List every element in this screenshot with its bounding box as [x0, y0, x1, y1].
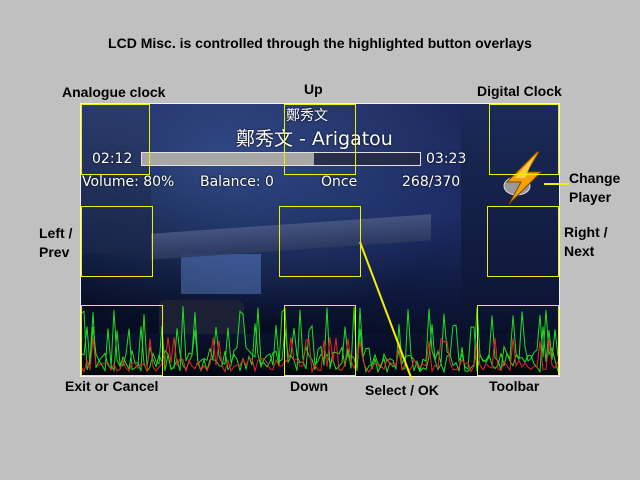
background-building-left	[81, 104, 151, 254]
label-left-prev-line2: Prev	[39, 244, 70, 260]
lcd-elapsed-time: 02:12	[92, 151, 133, 167]
lcd-balance: Balance: 0	[200, 174, 274, 190]
lcd-volume: Volume: 80%	[82, 174, 175, 190]
background-car	[159, 300, 244, 340]
lcd-track-position: 268/370	[402, 174, 461, 190]
page-heading: LCD Misc. is controlled through the high…	[108, 35, 532, 51]
overlay-analogue-clock[interactable]	[81, 104, 150, 175]
spectrum-green-trace-a	[81, 306, 559, 374]
label-change-player-line2: Player	[569, 189, 612, 205]
change-player-button[interactable]	[495, 150, 551, 206]
label-left-prev: Left / Prev	[39, 224, 72, 262]
spectrum-green-trace-b	[81, 323, 559, 374]
label-change-player-line1: Change	[569, 170, 621, 186]
lcd-progress-fill	[142, 153, 315, 165]
label-digital-clock: Digital Clock	[477, 83, 562, 99]
lcd-progress-bar[interactable]	[141, 152, 421, 166]
label-up: Up	[304, 81, 323, 97]
background-shop-glow	[181, 254, 261, 294]
lcd-track-title: 鄭秀文 - Arigatou	[236, 128, 393, 150]
label-analogue-clock: Analogue clock	[62, 84, 166, 100]
lcd-duration: 03:23	[426, 151, 467, 167]
overlay-select-ok[interactable]	[279, 206, 361, 277]
overlay-exit-cancel[interactable]	[81, 305, 163, 376]
label-left-prev-line1: Left /	[39, 225, 73, 241]
spectrum-visualizer	[81, 306, 559, 374]
label-select-ok: Select / OK	[365, 382, 439, 398]
label-down: Down	[290, 378, 329, 394]
spectrum-red-trace	[81, 336, 559, 374]
lcd-artist: 鄭秀文	[286, 108, 328, 124]
label-exit-cancel: Exit or Cancel	[65, 378, 159, 394]
label-right-next-line1: Right /	[564, 224, 608, 240]
overlay-up[interactable]	[284, 104, 356, 175]
label-right-next-line2: Next	[564, 243, 595, 259]
overlay-right-next[interactable]	[487, 206, 559, 277]
overlay-toolbar[interactable]	[477, 305, 559, 376]
overlay-left-prev[interactable]	[81, 206, 153, 277]
overlay-down[interactable]	[284, 305, 356, 376]
lightning-bolt-icon	[503, 151, 543, 205]
label-toolbar: Toolbar	[489, 378, 540, 394]
label-right-next: Right / Next	[564, 223, 608, 261]
lcd-screen: 鄭秀文 鄭秀文 - Arigatou 02:12 03:23 Volume: 8…	[80, 103, 560, 377]
overlay-digital-clock[interactable]	[489, 104, 559, 175]
label-change-player: Change Player	[569, 169, 620, 207]
lcd-repeat-mode: Once	[321, 174, 358, 190]
background-building-right	[461, 104, 559, 304]
